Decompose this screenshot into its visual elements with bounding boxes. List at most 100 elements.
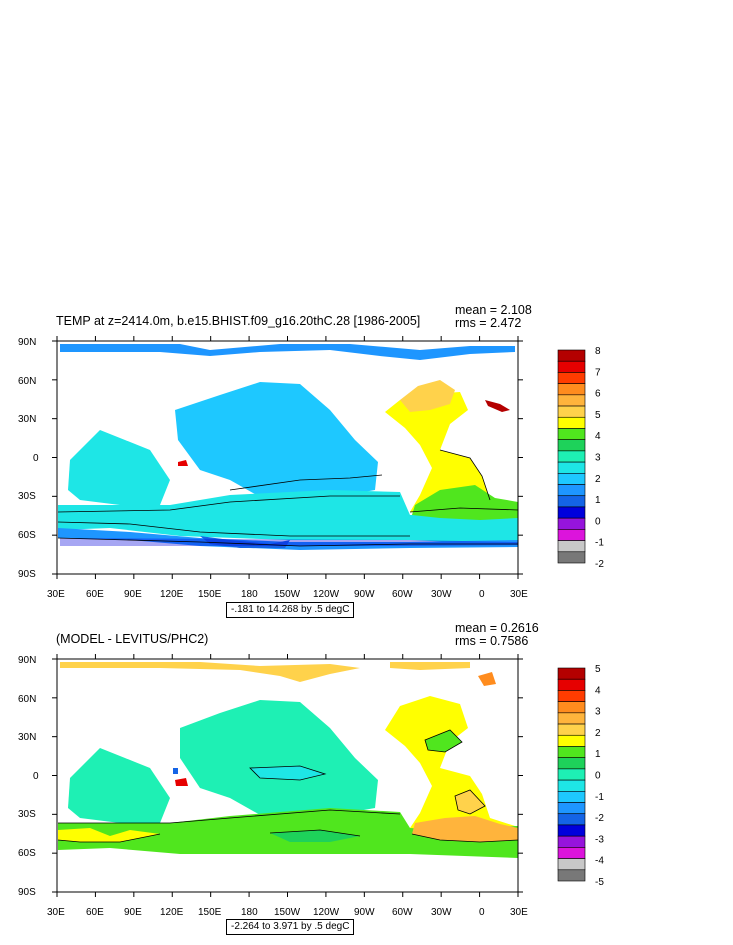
colorbar-label: -4 xyxy=(595,856,604,867)
lon-label-120w: 120W xyxy=(313,589,340,600)
colorbar-swatch xyxy=(557,540,586,553)
colorbar-label: 5 xyxy=(595,410,601,421)
colorbar-swatch xyxy=(557,701,586,714)
lon-label-180: 180 xyxy=(241,589,258,600)
lon-label-60w: 60W xyxy=(392,907,413,918)
lon-label-120e: 120E xyxy=(160,589,184,600)
colorbar-swatch xyxy=(557,372,586,384)
colorbar-label: 4 xyxy=(595,685,601,696)
colorbar-label: 4 xyxy=(595,431,601,442)
colorbar-label: -2 xyxy=(595,813,604,824)
colorbar-label: 2 xyxy=(595,474,601,485)
colorbar-swatch xyxy=(557,428,586,440)
colorbar: 8 7 6 5 4 3 2 1 0 -1 -2 xyxy=(557,346,604,570)
colorbar-swatch xyxy=(557,678,586,691)
colorbar-label: 1 xyxy=(595,749,601,760)
mean-value: mean = 2.108 xyxy=(455,303,532,317)
colorbar-swatch xyxy=(557,517,586,530)
colorbar-swatch xyxy=(557,349,586,362)
colorbar-swatch xyxy=(557,495,586,508)
mean-value: mean = 0.2616 xyxy=(455,621,539,635)
lon-label-30w: 30W xyxy=(431,589,452,600)
lon-label-150e: 150E xyxy=(198,907,222,918)
colorbar-swatch xyxy=(557,667,586,680)
lon-label-90e: 90E xyxy=(124,907,142,918)
panel-title: (MODEL - LEVITUS/PHC2) xyxy=(56,632,209,646)
lon-label-30e-right: 30E xyxy=(510,907,528,918)
colorbar: 5 4 3 2 1 0 -1 -2 -3 -4 -5 xyxy=(557,664,604,888)
lon-label-60e: 60E xyxy=(86,907,104,918)
ocean-field xyxy=(58,344,518,550)
lon-label-0: 0 xyxy=(479,589,485,600)
map-figure-top: 90N 60N 30N 0 30S 60S 90S 30E 60E 90E 12… xyxy=(18,336,604,600)
axis-ticks xyxy=(52,654,523,897)
panel-title: TEMP at z=2414.0m, b.e15.BHIST.f09_g16.2… xyxy=(56,314,421,328)
lon-label-30e-right: 30E xyxy=(510,589,528,600)
colorbar-swatch xyxy=(557,802,586,815)
colorbar-label: -5 xyxy=(595,877,604,888)
colorbar-label: -1 xyxy=(595,792,604,803)
lat-label-90n: 90N xyxy=(18,655,36,666)
colorbar-swatch xyxy=(557,394,586,407)
colorbar-label: -2 xyxy=(595,559,604,570)
lat-label-30s: 30S xyxy=(18,491,36,502)
lat-label-90s: 90S xyxy=(18,887,36,898)
colorbar-label: 0 xyxy=(595,771,601,782)
lon-label-120w: 120W xyxy=(313,907,340,918)
map-panel-bottom: 90N 60N 30N 0 30S 60S 90S 30E 60E 90E 12… xyxy=(0,618,733,938)
lat-label-60n: 60N xyxy=(18,694,36,705)
colorbar-swatch xyxy=(557,847,586,859)
lat-label-0: 0 xyxy=(33,453,39,464)
colorbar-swatch xyxy=(557,506,586,519)
colorbar-swatch xyxy=(557,791,586,803)
colorbar-swatch xyxy=(557,723,586,736)
lon-label-60w: 60W xyxy=(392,589,413,600)
colorbar-swatch xyxy=(557,405,586,418)
colorbar-swatch xyxy=(557,450,586,463)
lon-label-0: 0 xyxy=(479,907,485,918)
colorbar-swatch xyxy=(557,757,586,770)
colorbar-swatch xyxy=(557,835,586,848)
colorbar-swatch xyxy=(557,690,586,702)
lat-label-0: 0 xyxy=(33,771,39,782)
colorbar-label: 0 xyxy=(595,516,601,527)
colorbar-swatch xyxy=(557,813,586,826)
lon-label-90e: 90E xyxy=(124,589,142,600)
axis-ticks xyxy=(52,336,523,579)
colorbar-swatch xyxy=(557,551,586,564)
colorbar-swatch xyxy=(557,746,586,758)
lon-label-60e: 60E xyxy=(86,589,104,600)
colorbar-swatch xyxy=(557,779,586,792)
lon-label-150w: 150W xyxy=(274,907,301,918)
ocean-field xyxy=(58,662,518,858)
lat-label-90n: 90N xyxy=(18,337,36,348)
colorbar-label: 2 xyxy=(595,728,601,739)
lat-label-30s: 30S xyxy=(18,809,36,820)
colorbar-label: 5 xyxy=(595,664,601,675)
colorbar-swatch xyxy=(557,858,586,871)
colorbar-swatch xyxy=(557,473,586,485)
lon-label-180: 180 xyxy=(241,907,258,918)
lon-label-150w: 150W xyxy=(274,589,301,600)
colorbar-label: 1 xyxy=(595,495,601,506)
colorbar-label: -1 xyxy=(595,538,604,549)
colorbar-label: 6 xyxy=(595,389,601,400)
contour-range-label: -.181 to 14.268 by .5 degC xyxy=(226,602,355,618)
lon-label-30w: 30W xyxy=(431,907,452,918)
contour-lines xyxy=(57,729,519,843)
lon-axis: 30E 60E 90E 120E 150E 180 150W 120W 90W … xyxy=(47,907,528,918)
colorbar-swatch xyxy=(557,768,586,781)
map-figure-bottom: 90N 60N 30N 0 30S 60S 90S 30E 60E 90E 12… xyxy=(18,654,604,918)
rms-value: rms = 0.7586 xyxy=(455,634,529,648)
lon-label-90w: 90W xyxy=(354,589,375,600)
map-panel-top: 90N 60N 30N 0 30S 60S 90S 30E 60E 90E 12… xyxy=(0,300,733,620)
colorbar-swatch xyxy=(557,529,586,541)
lat-label-30n: 30N xyxy=(18,414,36,425)
contour-range-label: -2.264 to 3.971 by .5 degC xyxy=(226,919,355,935)
lat-label-60n: 60N xyxy=(18,376,36,387)
colorbar-swatch xyxy=(557,416,586,429)
colorbar-swatch xyxy=(557,734,586,747)
lon-label-30e: 30E xyxy=(47,907,65,918)
colorbar-swatch xyxy=(557,824,586,837)
lon-label-150e: 150E xyxy=(198,589,222,600)
